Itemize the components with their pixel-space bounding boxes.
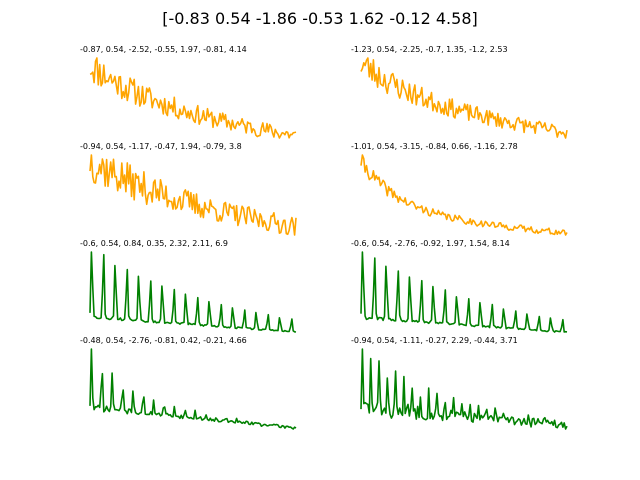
subplot-title: -1.01, 0.54, -3.15, -0.84, 0.66, -1.16, …	[351, 142, 518, 151]
subplot-title: -0.6, 0.54, -2.76, -0.92, 1.97, 1.54, 8.…	[351, 239, 510, 248]
subplot-title: -0.87, 0.54, -2.52, -0.55, 1.97, -0.81, …	[80, 45, 247, 54]
series-line	[89, 154, 297, 236]
figure-title: [-0.83 0.54 -1.86 -0.53 1.62 -0.12 4.58]	[162, 9, 477, 28]
series-line	[360, 251, 568, 333]
series-line	[89, 251, 297, 333]
series-line	[360, 348, 568, 430]
subplot-title: -0.94, 0.54, -1.17, -0.47, 1.94, -0.79, …	[80, 142, 242, 151]
subplot-title: -0.94, 0.54, -1.11, -0.27, 2.29, -0.44, …	[351, 336, 518, 345]
series-line	[360, 154, 568, 236]
series-line	[89, 57, 297, 139]
subplot-title: -0.48, 0.54, -2.76, -0.81, 0.42, -0.21, …	[80, 336, 247, 345]
subplot-grid: -0.87, 0.54, -2.52, -0.55, 1.97, -0.81, …	[80, 45, 568, 430]
series-line	[360, 57, 568, 139]
series-line	[89, 348, 297, 430]
subplot-title: -1.23, 0.54, -2.25, -0.7, 1.35, -1.2, 2.…	[351, 45, 508, 54]
subplot-title: -0.6, 0.54, 0.84, 0.35, 2.32, 2.11, 6.9	[80, 239, 228, 248]
